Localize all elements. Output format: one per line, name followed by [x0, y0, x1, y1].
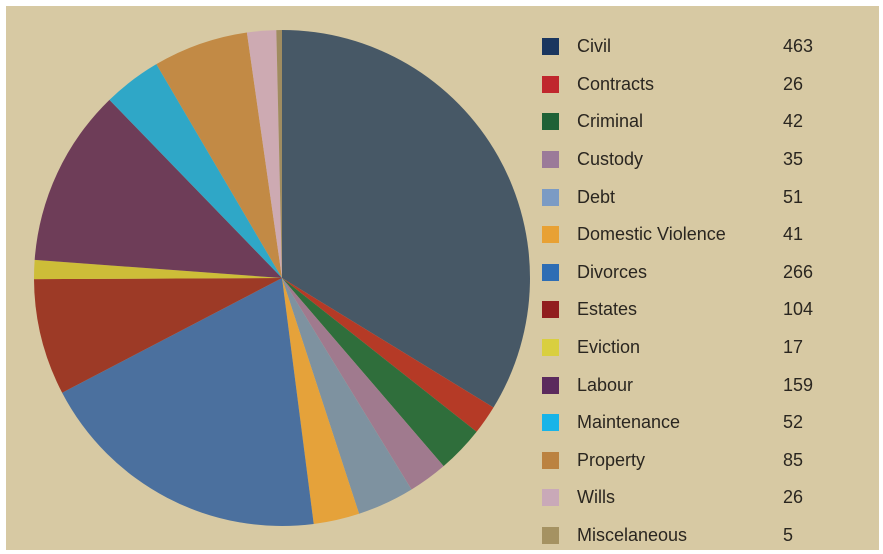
- legend-swatch: [542, 151, 559, 169]
- legend-item: Debt 51: [542, 178, 853, 216]
- pie-slice-criminal: [282, 278, 477, 467]
- legend-value: 26: [783, 487, 804, 508]
- legend-label: Custody: [577, 149, 644, 170]
- legend-item: Eviction 17: [542, 329, 853, 367]
- legend-item: Custody 35: [542, 141, 853, 179]
- legend-swatch: [542, 376, 559, 394]
- pie-slice-debt: [282, 278, 412, 514]
- legend-label: Criminal: [577, 111, 644, 132]
- legend-item: Criminal 42: [542, 103, 853, 141]
- legend-item: Wills 26: [542, 479, 853, 517]
- legend-value: 463: [783, 36, 814, 57]
- legend-label: Contracts: [577, 73, 655, 94]
- pie-slice-miscelaneous: [276, 30, 282, 278]
- legend-label: Domestic Violence: [577, 224, 726, 245]
- pie-slice-estates: [34, 278, 282, 393]
- legend-value: 52: [783, 412, 804, 433]
- legend-value: 17: [783, 337, 804, 358]
- legend-value: 51: [783, 186, 804, 207]
- legend-label: Debt: [577, 186, 616, 207]
- legend-item: Labour 159: [542, 366, 853, 404]
- pie-slice-wills: [246, 30, 282, 278]
- legend-label: Labour: [577, 374, 634, 395]
- pie-slice-property: [156, 32, 282, 279]
- legend-value: 26: [783, 73, 804, 94]
- pie-slice-custody: [282, 278, 444, 490]
- legend-value: 41: [783, 224, 804, 245]
- legend-label: Maintenance: [577, 412, 681, 433]
- legend-value: 159: [783, 374, 814, 395]
- legend-value: 42: [783, 111, 804, 132]
- chart-panel: Civil 463 Contracts 26 Criminal 42 Custody 35 De…: [6, 6, 879, 550]
- legend-label: Eviction: [577, 337, 641, 358]
- legend-swatch: [542, 414, 559, 432]
- legend-swatch: [542, 188, 559, 206]
- pie-slice-civil: [282, 30, 530, 408]
- legend-label: Divorces: [577, 261, 648, 282]
- legend-swatch: [542, 113, 559, 131]
- legend-value: 5: [783, 525, 794, 546]
- legend-value: 85: [783, 449, 804, 470]
- legend-item: Domestic Violence 41: [542, 216, 853, 254]
- legend-item: Maintenance 52: [542, 404, 853, 442]
- legend-swatch: [542, 489, 559, 507]
- legend-swatch: [542, 527, 559, 545]
- legend-swatch: [542, 451, 559, 469]
- pie-slice-contracts: [282, 278, 494, 432]
- pie-chart: [33, 30, 530, 526]
- legend-label: Property: [577, 449, 646, 470]
- legend-swatch: [542, 226, 559, 244]
- legend-value: 266: [783, 261, 814, 282]
- pie-slice-divorces: [62, 278, 314, 526]
- pie-slice-labour: [34, 99, 282, 278]
- legend-value: 104: [783, 299, 814, 320]
- legend-label: Wills: [577, 487, 615, 508]
- legend-item: Estates 104: [542, 291, 853, 329]
- legend-swatch: [542, 263, 559, 281]
- legend-swatch: [542, 38, 559, 56]
- legend-swatch: [542, 301, 559, 319]
- legend-item: Miscelaneous 5: [542, 517, 853, 554]
- legend-item: Contracts 26: [542, 66, 853, 104]
- pie-slice-eviction: [33, 259, 282, 280]
- legend-label: Estates: [577, 299, 638, 320]
- legend-value: 35: [783, 149, 804, 170]
- legend-swatch: [542, 75, 559, 93]
- legend: Civil 463 Contracts 26 Criminal 42 Custody 35 De…: [542, 28, 853, 554]
- legend-item: Divorces 266: [542, 254, 853, 292]
- pie-slice-domestic-violence: [282, 278, 360, 524]
- legend-label: Civil: [577, 36, 611, 57]
- legend-item: Property 85: [542, 442, 853, 480]
- pie-slice-maintenance: [109, 64, 282, 279]
- legend-item: Civil 463: [542, 28, 853, 66]
- legend-swatch: [542, 339, 559, 357]
- legend-label: Miscelaneous: [577, 525, 688, 546]
